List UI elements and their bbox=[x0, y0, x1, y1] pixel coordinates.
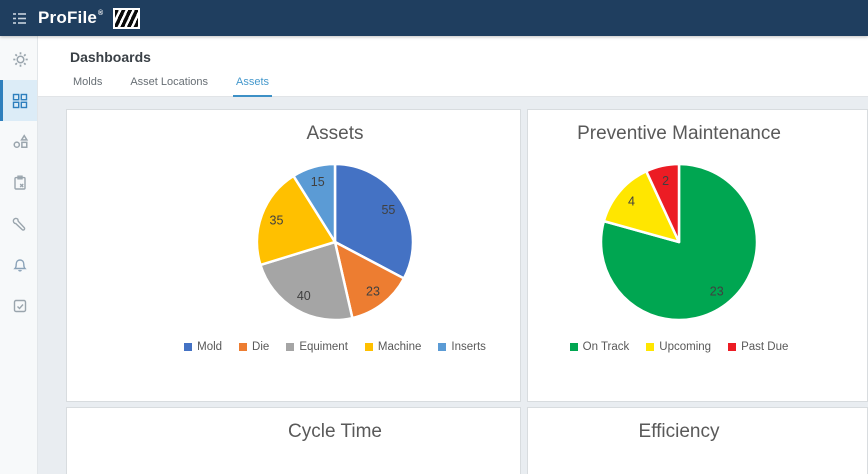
legend-label: On Track bbox=[582, 341, 630, 353]
dashboard-tabs: Molds Asset Locations Assets bbox=[70, 76, 868, 97]
legend-swatch bbox=[438, 343, 447, 351]
sidebar-item-work-orders[interactable] bbox=[0, 162, 37, 203]
pie-slice-upcoming bbox=[602, 169, 681, 244]
menu-list-icon bbox=[12, 12, 26, 24]
efficiency-chart-card: Efficiency bbox=[527, 407, 868, 474]
pie-data-label: 55 bbox=[381, 203, 395, 217]
brand-name: ProFile bbox=[38, 8, 98, 27]
work-order-clipboard-icon bbox=[14, 175, 26, 190]
efficiency-chart-title: Efficiency bbox=[638, 421, 720, 442]
legend-item-machine: Machine bbox=[364, 341, 422, 353]
cycle-time-chart-card: Cycle Time bbox=[66, 407, 521, 474]
pie-data-label: 35 bbox=[270, 213, 284, 227]
legend-item-past-due: Past Due bbox=[728, 341, 788, 353]
maintenance-wrench-icon bbox=[12, 217, 26, 231]
pie-data-label: 23 bbox=[710, 285, 724, 299]
registered-mark: ® bbox=[98, 10, 104, 17]
legend-label: Mold bbox=[197, 341, 223, 353]
assets-chart-legend: Mold Die Equiment Machine Inserts bbox=[155, 341, 515, 353]
pie-slice-die bbox=[333, 240, 406, 320]
page-header: Dashboards Molds Asset Locations Assets bbox=[38, 36, 868, 97]
legend-item-mold: Mold bbox=[184, 341, 222, 353]
sidebar-item-settings[interactable] bbox=[0, 39, 37, 80]
page-title: Dashboards bbox=[70, 49, 151, 65]
tab-assets[interactable]: Assets bbox=[233, 76, 273, 97]
legend-item-die: Die bbox=[239, 341, 269, 353]
pie-slice-equiment bbox=[259, 240, 354, 322]
legend-swatch bbox=[728, 343, 737, 351]
legend-swatch bbox=[184, 343, 193, 351]
dashboard-content: Assets 55 23 40 35 15 Mold Die Equiment Machine… bbox=[38, 97, 868, 474]
legend-swatch bbox=[286, 343, 295, 351]
assets-pie-chart: 55 23 40 35 15 bbox=[255, 162, 415, 322]
legend-label: Past Due bbox=[741, 341, 789, 353]
pie-slice-on-track bbox=[599, 162, 759, 322]
assets-chart-card: Assets 55 23 40 35 15 Mold Die Equiment Machine… bbox=[66, 109, 521, 402]
preventive-maintenance-pie-chart: 23 4 2 bbox=[599, 162, 759, 322]
pie-slice-inserts bbox=[292, 162, 337, 244]
legend-swatch bbox=[646, 343, 655, 351]
pie-slice-machine bbox=[255, 174, 337, 267]
notifications-bell-icon bbox=[13, 258, 27, 272]
reports-icon bbox=[13, 299, 27, 312]
sidebar-nav bbox=[0, 36, 38, 474]
sidebar-item-assets[interactable] bbox=[0, 121, 37, 162]
pie-slice-mold bbox=[333, 162, 415, 280]
legend-label: Die bbox=[252, 341, 270, 353]
app-header: ProFile ® bbox=[0, 0, 868, 36]
pie-data-label: 15 bbox=[311, 175, 325, 189]
tab-asset-locations[interactable]: Asset Locations bbox=[130, 76, 208, 88]
brand-logo-text: ProFile ® bbox=[38, 8, 103, 28]
legend-item-equiment: Equiment bbox=[286, 341, 348, 353]
legend-item-upcoming: Upcoming bbox=[646, 341, 711, 353]
sidebar-item-notifications[interactable] bbox=[0, 244, 37, 285]
preventive-maintenance-chart-title: Preventive Maintenance bbox=[577, 123, 781, 144]
assets-shapes-icon bbox=[12, 134, 28, 148]
sidebar-item-dashboards[interactable] bbox=[0, 80, 37, 121]
assets-chart-title: Assets bbox=[306, 123, 364, 144]
brand-hatch-logo bbox=[113, 7, 141, 29]
pie-slice-past-due bbox=[644, 162, 681, 244]
legend-label: Upcoming bbox=[659, 341, 712, 353]
preventive-maintenance-chart-card: Preventive Maintenance 23 4 2 On Track Upco… bbox=[527, 109, 868, 402]
pie-data-label: 40 bbox=[297, 289, 311, 303]
pie-data-label: 23 bbox=[366, 285, 380, 299]
sidebar-item-maintenance[interactable] bbox=[0, 203, 37, 244]
gear-icon bbox=[12, 52, 28, 67]
legend-item-inserts: Inserts bbox=[438, 341, 486, 353]
legend-label: Equiment bbox=[299, 341, 348, 353]
legend-swatch bbox=[364, 343, 373, 351]
preventive-maintenance-chart-legend: On Track Upcoming Past Due bbox=[534, 341, 824, 353]
cycle-time-chart-title: Cycle Time bbox=[288, 421, 382, 442]
legend-item-on-track: On Track bbox=[569, 341, 630, 353]
legend-swatch bbox=[569, 343, 578, 351]
pie-data-label: 4 bbox=[628, 195, 635, 209]
tab-molds[interactable]: Molds bbox=[73, 76, 103, 88]
dashboard-grid-icon bbox=[12, 93, 28, 108]
legend-label: Machine bbox=[377, 341, 422, 353]
menu-toggle-button[interactable] bbox=[0, 0, 38, 36]
legend-label: Inserts bbox=[451, 341, 486, 353]
sidebar-item-reports[interactable] bbox=[0, 285, 37, 326]
pie-data-label: 2 bbox=[662, 174, 669, 188]
legend-swatch bbox=[239, 343, 248, 351]
